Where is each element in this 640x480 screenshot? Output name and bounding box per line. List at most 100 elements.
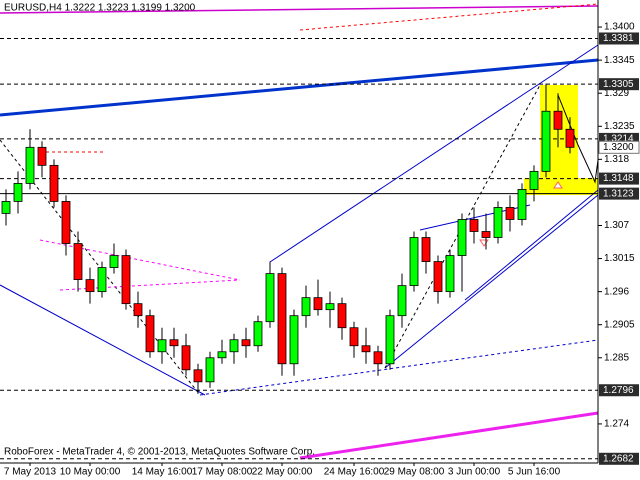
level-box <box>599 78 639 91</box>
triangle-line <box>39 239 241 281</box>
candle-body <box>229 339 239 353</box>
candle-body <box>73 243 83 281</box>
candle-body <box>157 339 167 353</box>
level-box <box>599 187 639 200</box>
x-tick-label: 10 May 00:00 <box>60 467 121 478</box>
candle-body <box>217 351 227 359</box>
candle-body <box>517 189 527 220</box>
candle-body <box>433 261 443 293</box>
trend-line <box>299 3 599 31</box>
x-tick-label: 7 May 2013 <box>4 467 57 478</box>
candle-body <box>565 128 575 148</box>
x-tick-label: 29 May 08:00 <box>384 467 445 478</box>
plot <box>0 37 598 460</box>
candle-body <box>85 279 95 293</box>
candle-body <box>493 207 503 238</box>
channel-line <box>269 44 599 263</box>
x-tick-label: 3 Jun 00:00 <box>448 467 501 478</box>
candle-body <box>289 315 299 365</box>
level-box <box>599 172 639 185</box>
footer: RoboForex - MetaTrader 4, © 2001-2013, M… <box>4 447 315 458</box>
x-tick-label: 5 Jun 16:00 <box>508 467 561 478</box>
candle-body <box>325 303 335 311</box>
level-label: 1.2796 <box>603 385 634 396</box>
level-label: 1.3214 <box>603 134 634 145</box>
y-tick-label: 1.3345 <box>604 55 635 66</box>
candle-body <box>265 273 275 323</box>
up-arrow <box>553 181 563 189</box>
candle-body <box>373 351 383 365</box>
candle-body <box>121 255 131 305</box>
candle-body <box>421 237 431 262</box>
y-tick-label: 1.3235 <box>604 121 635 132</box>
channel-line <box>199 339 599 396</box>
level-label: 1.3148 <box>603 173 634 184</box>
y-tick-label: 1.296 <box>604 286 629 297</box>
y-tick-label: 1.318 <box>604 154 629 165</box>
candle-body <box>361 345 371 353</box>
channel-line <box>384 194 599 369</box>
x-tick-label: 17 May 08:00 <box>192 467 253 478</box>
level-box <box>599 32 639 45</box>
level-label: 1.3305 <box>603 79 634 90</box>
x-tick-label: 24 May 16:00 <box>324 467 385 478</box>
candle-body <box>13 182 23 202</box>
candle-body <box>253 321 263 347</box>
channel-line <box>464 189 599 301</box>
candle-body <box>541 110 551 172</box>
trend-line <box>0 5 599 14</box>
candle-body <box>1 201 11 214</box>
candle-body <box>385 315 395 365</box>
candle-body <box>409 237 419 287</box>
candle-body <box>181 345 191 371</box>
channel-line <box>0 284 206 396</box>
candle-body <box>37 146 47 166</box>
y-tick-label: 1.329 <box>604 88 629 99</box>
candle-body <box>193 369 203 383</box>
candle-body <box>169 339 179 347</box>
x-tick-label: 14 May 16:00 <box>132 467 193 478</box>
candle-body <box>469 219 479 232</box>
candle-body <box>301 297 311 317</box>
candle-body <box>337 303 347 329</box>
y-tick-label: 1.3015 <box>604 253 635 264</box>
candle-body <box>397 285 407 317</box>
candle-body <box>553 110 563 130</box>
candle-body <box>481 231 491 238</box>
candle-body <box>49 164 59 202</box>
candle-body <box>505 207 515 220</box>
trend-line <box>299 411 599 460</box>
level-box <box>599 384 639 397</box>
y-tick-label: 1.2905 <box>604 319 635 330</box>
candle-body <box>313 297 323 311</box>
candle-body <box>61 201 71 244</box>
candle-body <box>133 303 143 317</box>
candle-body <box>457 219 467 256</box>
x-tick-label: 22 May 00:00 <box>252 467 313 478</box>
y-tick-label: 1.307 <box>604 220 629 231</box>
y-tick-label: 1.274 <box>604 419 629 430</box>
price-label: 1.3200 <box>603 142 634 153</box>
level-label: 1.2682 <box>603 453 634 464</box>
candle-body <box>349 327 359 347</box>
candle-body <box>277 273 287 365</box>
candle-body <box>241 339 251 347</box>
candle-body <box>205 357 215 383</box>
chart-title: EURUSD,H4 1.3222 1.3223 1.3199 1.3200 <box>4 3 196 14</box>
level-label: 1.3381 <box>603 33 634 44</box>
y-tick-label: 1.3400 <box>604 22 635 33</box>
level-label: 1.3123 <box>603 188 634 199</box>
level-box <box>599 452 639 465</box>
candle-body <box>25 146 35 184</box>
candle-body <box>529 170 539 190</box>
candle-body <box>445 255 455 293</box>
candle-body <box>97 267 107 293</box>
y-tick-label: 1.285 <box>604 352 629 363</box>
candle-body <box>109 255 119 268</box>
price-box <box>598 140 640 154</box>
forecast-path <box>557 94 599 184</box>
candle-body <box>145 315 155 353</box>
